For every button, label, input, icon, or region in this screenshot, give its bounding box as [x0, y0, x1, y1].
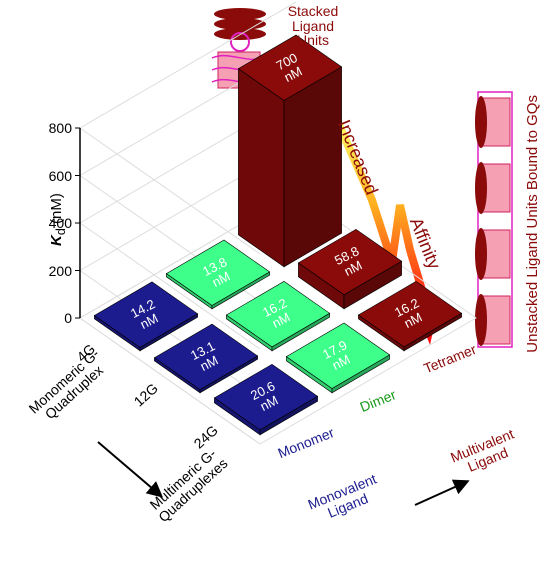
bar-top	[237, 34, 343, 101]
z-symbol: K	[47, 235, 65, 246]
bar-top	[285, 322, 391, 389]
z-tick-label: 600	[48, 167, 72, 184]
bar-front	[283, 66, 342, 268]
z-tick-label: 800	[48, 120, 72, 136]
grid-line	[79, 317, 261, 445]
row-arrow	[97, 441, 164, 498]
bar-side	[238, 68, 285, 268]
z-tick-label: 0	[64, 310, 72, 326]
z-tick-label: 200	[48, 262, 72, 279]
bar-top	[165, 239, 271, 306]
grid-line	[79, 127, 261, 255]
stacked-label: Stacked Ligand Units	[287, 3, 339, 49]
column-arrow	[414, 479, 470, 506]
bar-top	[297, 228, 403, 296]
bar-top	[357, 281, 463, 348]
unstacked-label: Unstacked Ligand Units Bound to GQs	[524, 95, 542, 353]
grid-line	[79, 222, 261, 350]
affinity-arrow	[332, 116, 432, 312]
z-tick-label: 400	[48, 215, 72, 231]
bar-top	[93, 281, 199, 348]
bar-top	[225, 281, 331, 348]
unstacked-ligand-icon	[475, 91, 513, 348]
bar-top	[213, 363, 319, 431]
bar-top	[153, 323, 259, 390]
plot	[75, 1, 477, 445]
grid-line	[79, 1, 297, 129]
